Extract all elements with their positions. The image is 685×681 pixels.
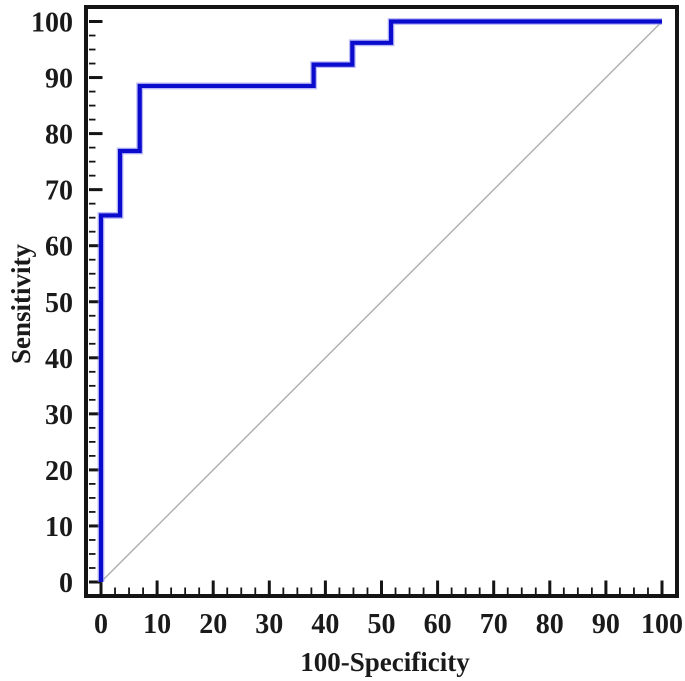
y-tick-label: 60 — [45, 232, 73, 263]
x-tick-label: 80 — [536, 609, 564, 640]
x-tick-label: 70 — [480, 609, 508, 640]
x-tick-label: 20 — [199, 609, 227, 640]
y-tick-label: 0 — [59, 568, 73, 599]
y-axis-title: Sensitivity — [6, 243, 36, 364]
y-tick-label: 30 — [45, 400, 73, 431]
plot-frame — [84, 5, 679, 598]
x-tick-label: 40 — [311, 609, 339, 640]
x-axis-tick-labels: 0 10 20 30 40 50 60 70 80 90 100 — [94, 609, 683, 640]
y-tick-label: 40 — [45, 344, 73, 375]
y-tick-label: 70 — [45, 176, 73, 207]
roc-curve — [98, 19, 662, 582]
x-tick-label: 60 — [424, 609, 452, 640]
y-tick-label: 10 — [45, 512, 73, 543]
x-tick-label: 30 — [255, 609, 283, 640]
x-tick-label: 50 — [368, 609, 396, 640]
x-axis-title: 100-Specificity — [300, 647, 470, 677]
y-tick-label: 90 — [45, 64, 73, 95]
series-layer — [97, 18, 663, 583]
reference-diagonal — [100, 21, 663, 583]
x-tick-label: 90 — [592, 609, 620, 640]
x-tick-label: 0 — [94, 609, 108, 640]
x-tick-label: 100 — [641, 609, 683, 640]
x-tick-label: 10 — [143, 609, 171, 640]
x-axis-ticks — [99, 580, 664, 594]
y-tick-label: 100 — [31, 8, 73, 39]
y-axis-ticks — [89, 20, 103, 584]
y-tick-label: 50 — [45, 288, 73, 319]
y-axis-tick-labels: 0 10 20 30 40 50 60 70 80 90 100 — [31, 8, 73, 600]
y-tick-label: 80 — [45, 120, 73, 151]
y-tick-label: 20 — [45, 456, 73, 487]
